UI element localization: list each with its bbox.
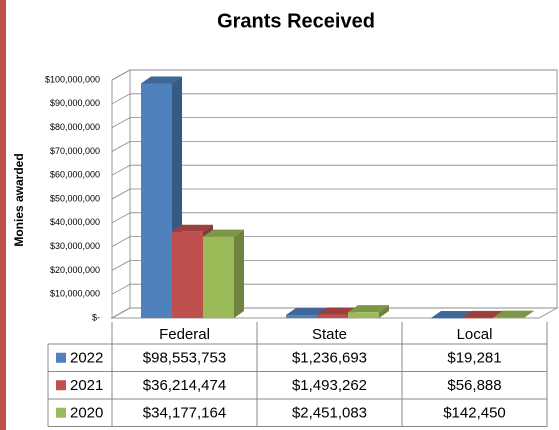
x-tick-label: Local (457, 326, 493, 343)
grid-line (111, 164, 557, 176)
table-value: $1,493,262 (292, 377, 367, 394)
grid-line (111, 140, 557, 152)
bar-top (493, 310, 534, 318)
legend-swatch (56, 352, 66, 363)
grid-line (111, 307, 557, 319)
grid-line (111, 117, 557, 128)
legend-label: 2022 (70, 350, 103, 367)
bar-top (172, 224, 213, 232)
table-value: $2,451,083 (292, 405, 367, 422)
y-tick-label: $70,000,000 (50, 146, 100, 156)
bar-front (141, 83, 172, 318)
y-tick-label: $100,000,000 (45, 74, 100, 84)
legend-label: 2020 (70, 405, 103, 422)
bar-front (172, 231, 203, 318)
grid-line (111, 236, 557, 247)
bar-front (493, 317, 524, 319)
bar-front (203, 236, 234, 318)
bar-top (348, 305, 389, 313)
table-value: $34,177,164 (143, 405, 226, 422)
bar-top (462, 310, 503, 318)
table-value: $142,450 (443, 405, 506, 422)
bar (348, 305, 389, 318)
y-axis-label: Monies awarded (12, 153, 26, 246)
grid-line (111, 283, 557, 295)
bar-front (317, 314, 348, 318)
bar-top (431, 310, 472, 318)
bar-front (462, 317, 493, 319)
y-tick-label: $90,000,000 (50, 98, 100, 108)
chart-title: Grants Received (217, 10, 375, 32)
legend-label: 2021 (70, 377, 103, 394)
bar-top (286, 308, 327, 316)
bar-side (234, 229, 244, 318)
bar (203, 229, 244, 318)
grid-line (111, 69, 557, 81)
grid-line (111, 259, 557, 271)
bar-top (141, 76, 182, 84)
bar-side (379, 305, 389, 318)
y-tick-label: $50,000,000 (50, 193, 100, 203)
table-value: $98,553,753 (143, 350, 226, 367)
bar-front (431, 317, 462, 319)
y-tick-label: $10,000,000 (50, 289, 100, 299)
x-tick-label: State (312, 326, 347, 343)
y-tick-label: $40,000,000 (50, 217, 100, 227)
y-tick-label: $80,000,000 (50, 122, 100, 132)
grid-line (111, 212, 557, 224)
table-value: $36,214,474 (143, 377, 226, 394)
x-tick-label: Federal (159, 326, 210, 343)
y-tick-label: $- (92, 312, 100, 322)
bar-front (286, 315, 317, 318)
table-value: $1,236,693 (292, 350, 367, 367)
table-value: $19,281 (447, 350, 501, 367)
y-tick-label: $20,000,000 (50, 265, 100, 275)
bar (493, 310, 534, 319)
bar-front (348, 312, 379, 318)
legend-swatch (56, 407, 66, 418)
bar-side (524, 310, 534, 318)
bar-top (203, 229, 244, 237)
y-tick-label: $60,000,000 (50, 170, 100, 180)
grid-line (111, 188, 557, 200)
bar-top (317, 307, 358, 315)
table-value: $56,888 (447, 377, 501, 394)
grid-line (111, 93, 557, 105)
legend-swatch (56, 380, 66, 391)
y-tick-label: $30,000,000 (50, 241, 100, 251)
